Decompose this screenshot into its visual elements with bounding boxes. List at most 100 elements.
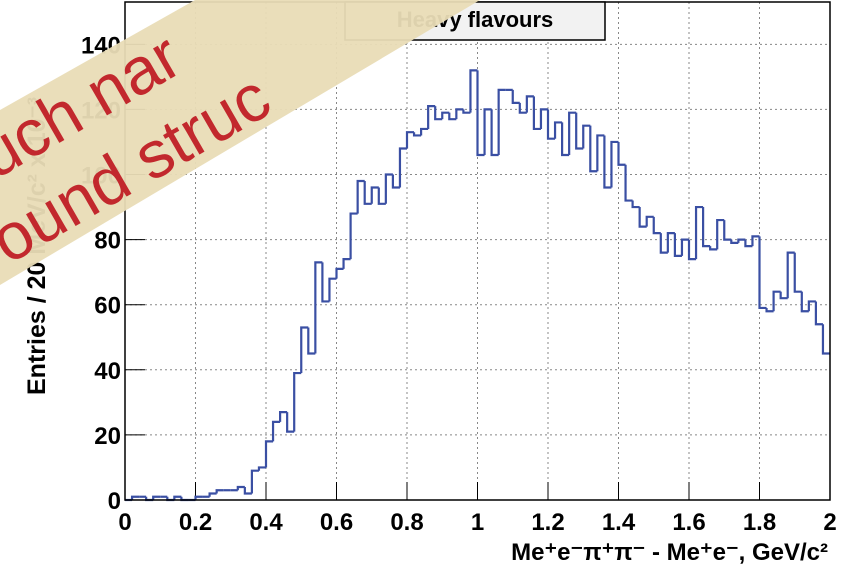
plot-area: 00.20.40.60.811.21.41.61.820204060801001… xyxy=(81,1,837,536)
histogram-bin xyxy=(561,122,570,157)
histogram-bin xyxy=(575,112,584,150)
histogram-bin xyxy=(349,212,358,260)
banner-band xyxy=(0,0,480,285)
histogram-bin xyxy=(617,141,626,166)
x-axis-label: Me⁺e⁻π⁺π⁻ - Me⁺e⁻, GeV/c² xyxy=(511,539,828,566)
histogram-bin xyxy=(462,109,471,114)
histogram-bin xyxy=(589,125,598,173)
histogram-bin xyxy=(645,215,654,227)
y-tick-label: 80 xyxy=(94,228,121,255)
x-tick-label: 0.2 xyxy=(179,509,212,536)
histogram-bin xyxy=(370,186,379,204)
histogram-bin xyxy=(328,277,337,302)
histogram-bin xyxy=(539,108,548,129)
histogram-bin xyxy=(286,412,295,433)
histogram-bin xyxy=(243,486,252,495)
histogram-bin xyxy=(476,70,485,157)
histogram-bin xyxy=(427,105,436,129)
x-tick-label: 2 xyxy=(823,509,836,536)
histogram-bin xyxy=(786,251,795,299)
y-tick-label: 60 xyxy=(94,293,121,320)
histogram-bin xyxy=(490,109,499,157)
histogram-bin xyxy=(709,246,718,251)
histogram-bin xyxy=(568,111,577,155)
histogram-bin xyxy=(363,181,372,205)
histogram-bin xyxy=(814,301,823,326)
histogram-bin xyxy=(772,290,781,312)
histogram-bin xyxy=(744,239,753,248)
histogram-bin xyxy=(765,307,774,313)
histogram-bin xyxy=(518,102,527,114)
histogram-bin xyxy=(624,164,633,202)
histogram-bin xyxy=(307,327,316,355)
histogram-bin xyxy=(391,174,400,189)
histogram-bin xyxy=(441,111,450,120)
histogram-bin xyxy=(800,291,809,313)
histogram-bin xyxy=(420,127,429,136)
histogram-bin xyxy=(716,218,725,250)
histogram-bin xyxy=(377,187,386,205)
histogram-bin xyxy=(694,205,704,260)
histogram-bin xyxy=(723,220,732,241)
histogram-bin xyxy=(314,261,323,354)
x-tick-label: 0.4 xyxy=(249,509,283,536)
banner-circle xyxy=(0,0,69,66)
histogram-bin xyxy=(215,489,224,494)
histogram-bin xyxy=(596,134,605,172)
histogram-bin xyxy=(356,179,365,214)
histogram-bin xyxy=(173,495,182,500)
histogram-bin xyxy=(434,106,443,121)
histogram-bin xyxy=(398,147,407,188)
histogram-bin xyxy=(779,291,788,300)
histogram-bin xyxy=(194,495,203,500)
y-tick-label: 40 xyxy=(94,358,121,385)
histogram-bin xyxy=(532,96,541,131)
histogram-bin xyxy=(680,238,689,256)
y-tick-label: 0 xyxy=(108,488,121,515)
histogram-bin xyxy=(758,236,767,310)
histogram-bin xyxy=(300,326,309,374)
histogram-bin xyxy=(342,258,351,269)
histogram-bin xyxy=(638,207,647,228)
histogram-bin xyxy=(631,200,640,209)
histogram-bin xyxy=(152,495,161,500)
histogram-bin xyxy=(582,124,591,149)
x-tick-label: 0.6 xyxy=(320,509,353,536)
histogram-bin xyxy=(469,69,478,113)
histogram-bin xyxy=(553,121,563,139)
x-tick-label: 0.8 xyxy=(390,509,423,536)
histogram-bin xyxy=(730,239,739,244)
histogram-bin xyxy=(807,300,816,312)
histogram-bin xyxy=(236,485,245,491)
histogram-bin xyxy=(659,233,668,254)
histogram-bin xyxy=(271,420,281,442)
y-tick-label: 20 xyxy=(94,423,121,450)
histogram-bin xyxy=(737,238,746,243)
histogram-bin xyxy=(821,324,830,355)
histogram-bin xyxy=(793,252,802,293)
x-tick-label: 1.6 xyxy=(672,509,705,536)
histogram-bin xyxy=(257,466,266,471)
histogram-bin xyxy=(666,231,675,253)
histogram-bin xyxy=(525,95,534,113)
x-tick-label: 1 xyxy=(471,509,484,536)
histogram-bin xyxy=(384,173,393,204)
x-tick-label: 0 xyxy=(118,509,131,536)
histogram-bin xyxy=(702,207,711,248)
histogram-bin xyxy=(603,135,612,189)
histogram-bin xyxy=(511,89,520,105)
histogram-bin xyxy=(483,108,492,155)
histogram-bin xyxy=(208,492,217,497)
histogram-bin xyxy=(652,216,661,235)
histogram-bin xyxy=(610,140,619,188)
histogram-bin xyxy=(130,495,140,500)
histogram-bin xyxy=(335,267,344,279)
histogram-bin xyxy=(455,108,464,120)
histogram-bin xyxy=(751,235,760,247)
x-tick-label: 1.8 xyxy=(743,509,776,536)
histogram-bin xyxy=(448,112,457,121)
histogram-bin xyxy=(412,132,422,137)
histogram-bin xyxy=(279,411,288,422)
x-tick-label: 1.4 xyxy=(602,509,636,536)
